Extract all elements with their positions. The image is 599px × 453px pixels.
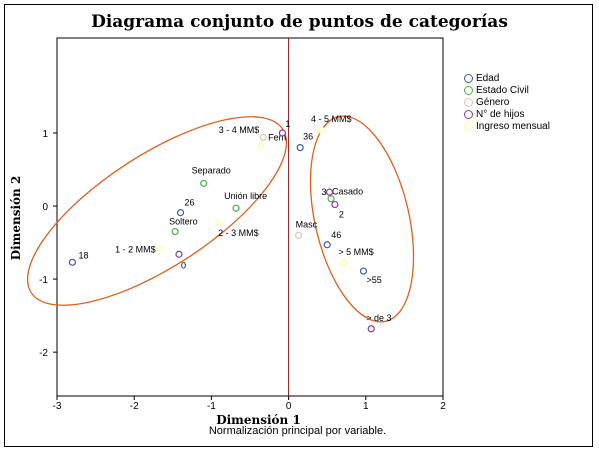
legend-item: N° de hijos (464, 108, 550, 120)
data-point (323, 241, 331, 249)
data-point (215, 218, 223, 226)
data-point (325, 188, 334, 196)
x-tick-label: -3 (53, 401, 62, 412)
data-point (317, 126, 325, 134)
x-tick-label: -2 (130, 401, 139, 412)
point-label: Soltero (169, 217, 198, 227)
legend-item: Ingreso mensual (464, 120, 550, 132)
legend-marker-icon (464, 85, 473, 95)
y-tick-label: -2 (39, 348, 48, 359)
chart-title: Diagrama conjunto de puntos de categoría… (91, 12, 508, 32)
legend-label: Género (476, 96, 510, 108)
legend-item: Edad (464, 72, 550, 84)
chart-footnote: Normalización principal por variable. (208, 425, 387, 437)
legend-marker-icon (464, 109, 473, 119)
x-tick-label: 1 (363, 401, 369, 412)
data-point (295, 231, 303, 239)
point-label: 1 (285, 119, 290, 129)
legend-label: Edad (476, 72, 500, 84)
point-label: Masc (296, 219, 318, 229)
data-point (367, 325, 375, 333)
data-point (68, 258, 77, 266)
legend-item: Género (464, 96, 550, 108)
point-label: 2 - 3 MM$ (218, 228, 259, 238)
point-label: > de 3 (366, 313, 391, 323)
data-point (232, 204, 240, 212)
x-tick-label: 0 (286, 401, 292, 412)
point-label: Unión libre (224, 191, 267, 201)
data-point (359, 267, 368, 275)
data-point (296, 143, 304, 152)
data-point (327, 195, 335, 203)
point-label: 0 (181, 260, 186, 270)
legend-label: N° de hijos (476, 108, 525, 120)
data-point (200, 179, 208, 187)
data-point (171, 228, 179, 236)
data-point (278, 129, 287, 137)
y-tick-label: 1 (42, 129, 48, 140)
x-tick-label: -1 (207, 401, 216, 412)
x-tick-label: 2 (440, 401, 446, 412)
cluster-ellipse-left (26, 116, 288, 306)
point-label: 4 - 5 MM$ (311, 114, 352, 124)
point-label: 3 - 4 MM$ (219, 125, 260, 135)
y-tick-label: 0 (42, 202, 48, 213)
point-label: 2 (339, 210, 344, 220)
cluster-ellipse-right (309, 115, 415, 323)
legend-item: Estado Civil (464, 84, 550, 96)
y-tick-label: -1 (39, 275, 48, 286)
data-point (175, 250, 183, 258)
point-label: Fem (268, 132, 286, 142)
data-point (156, 244, 164, 253)
legend-label: Estado Civil (476, 84, 529, 96)
legend-label: Ingreso mensual (476, 120, 550, 132)
data-point (339, 259, 348, 267)
data-point (331, 200, 339, 209)
point-label: 18 (78, 250, 88, 260)
legend-marker-icon (464, 121, 473, 131)
legend: Edad Estado Civil Género N° de hijos Ingreso… (464, 72, 550, 132)
data-point (259, 133, 267, 141)
data-point (176, 209, 185, 217)
point-label: > 5 MM$ (338, 247, 373, 257)
point-label: Casado (332, 187, 363, 197)
point-label: 36 (303, 132, 313, 142)
data-point (257, 142, 265, 150)
point-label: 26 (185, 198, 195, 208)
legend-marker-icon (464, 97, 473, 107)
x-axis-label: Dimensión 1 (216, 413, 301, 427)
legend-marker-icon (464, 73, 473, 83)
point-label: Separado (192, 165, 231, 175)
point-label: 1 - 2 MM$ (115, 244, 156, 254)
plot-area (56, 37, 444, 397)
point-label: 3 (322, 187, 327, 197)
point-label: 46 (331, 230, 341, 240)
point-label: >55 (366, 275, 381, 285)
